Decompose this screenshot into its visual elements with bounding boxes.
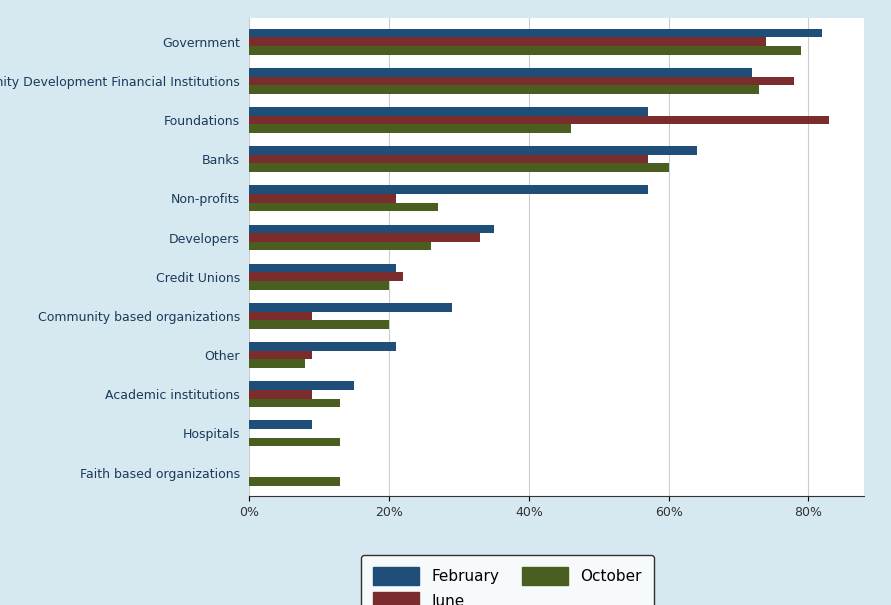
Bar: [249, 312, 313, 320]
Bar: [249, 185, 648, 194]
Bar: [249, 438, 340, 446]
Bar: [249, 351, 313, 359]
Bar: [249, 359, 306, 368]
Bar: [249, 399, 340, 407]
Bar: [249, 85, 759, 94]
Bar: [249, 194, 396, 203]
Bar: [249, 38, 766, 46]
Bar: [249, 303, 452, 312]
Bar: [249, 342, 396, 351]
Bar: [249, 76, 795, 85]
Bar: [249, 477, 340, 486]
Bar: [249, 381, 355, 390]
Bar: [249, 107, 648, 116]
Bar: [249, 68, 753, 76]
Bar: [249, 242, 431, 250]
Bar: [249, 46, 801, 54]
Bar: [249, 203, 438, 211]
Bar: [249, 124, 571, 133]
Bar: [249, 116, 830, 124]
Bar: [249, 390, 313, 399]
Bar: [249, 320, 389, 329]
Bar: [249, 28, 822, 38]
Bar: [249, 155, 648, 163]
Bar: [249, 264, 396, 272]
Bar: [249, 420, 313, 429]
Legend: February, June, October: February, June, October: [361, 555, 654, 605]
Bar: [249, 272, 404, 281]
Bar: [249, 233, 480, 242]
Bar: [249, 281, 389, 290]
Bar: [249, 224, 494, 234]
Bar: [249, 146, 697, 155]
Bar: [249, 163, 668, 172]
